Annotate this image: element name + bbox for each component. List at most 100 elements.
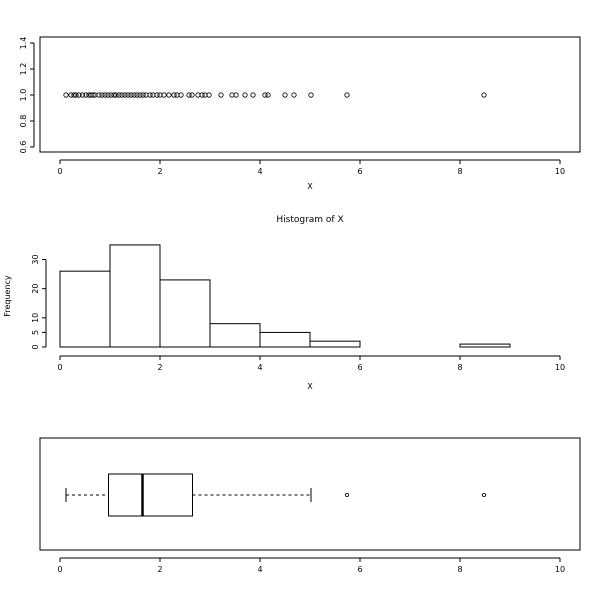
histogram-y-tick-label: 0	[31, 344, 40, 349]
stripchart-y-tick-label: 1.2	[19, 63, 28, 76]
stripchart-x-tick-label: 0	[57, 167, 62, 176]
stripchart-y-axis: 0.6 0.8 1.0 1.2 1.4	[19, 37, 35, 154]
stripchart-point	[86, 92, 92, 98]
histogram-y-tick-label: 5	[31, 330, 40, 335]
boxplot-panel: 0 2 4 6 8 10	[39, 437, 581, 574]
histogram-x-label: X	[307, 382, 313, 391]
boxplot-x-tick-label: 2	[157, 565, 162, 574]
stripchart-x-tick-label: 2	[157, 167, 162, 176]
histogram-bar	[459, 343, 511, 348]
boxplot-outlier	[481, 492, 486, 497]
stripchart-point	[125, 92, 131, 98]
histogram-y-tick-label: 30	[31, 254, 40, 264]
boxplot-x-tick-label: 4	[257, 565, 262, 574]
stripchart-point	[119, 92, 125, 98]
stripchart-points	[63, 92, 487, 98]
stripchart-point	[92, 92, 98, 98]
stripchart-point	[134, 92, 140, 98]
histogram-x-tick-label: 2	[157, 363, 162, 372]
stripchart-point	[88, 92, 94, 98]
stripchart-point	[250, 92, 256, 98]
histogram-panel: Histogram of X 0 2 4 6 8 10 0 5 10 20 30 X Freque…	[3, 215, 565, 391]
stripchart-y-tick-label: 1.0	[19, 89, 28, 102]
boxplot-x-tick-label: 0	[57, 565, 62, 574]
stripchart-point	[308, 92, 314, 98]
histogram-x-tick-label: 0	[57, 363, 62, 372]
stripchart-point	[262, 92, 268, 98]
stripchart-point	[90, 92, 96, 98]
stripchart-point	[96, 92, 102, 98]
boxplot-outlier	[344, 492, 349, 497]
stripchart-point	[154, 92, 160, 98]
stripchart-point	[178, 92, 184, 98]
boxplot-plot-frame	[39, 437, 581, 551]
stripchart-point	[161, 92, 167, 98]
stripchart-point	[291, 92, 297, 98]
stripchart-x-tick-label: 4	[257, 167, 262, 176]
stripchart-x-axis: 0 2 4 6 8 10	[57, 159, 565, 176]
histogram-y-label: Frequency	[3, 275, 12, 317]
stripchart-point	[68, 92, 74, 98]
stripchart-y-tick-label: 0.6	[19, 141, 28, 154]
stripchart-point	[282, 92, 288, 98]
stripchart-point	[73, 92, 79, 98]
stripchart-point	[131, 92, 137, 98]
histogram-y-tick-label: 10	[31, 313, 40, 323]
stripchart-x-label: X	[307, 182, 313, 191]
stripchart-y-tick-label: 0.8	[19, 115, 28, 128]
stripchart-plot-frame	[39, 36, 581, 153]
stripchart-point	[147, 92, 153, 98]
stripchart-point	[171, 92, 177, 98]
stripchart-point	[481, 92, 487, 98]
boxplot-x-tick-label: 10	[555, 565, 565, 574]
histogram-title: Histogram of X	[276, 215, 343, 225]
histogram-x-axis: 0 2 4 6 8 10	[57, 355, 565, 372]
stripchart-point	[79, 92, 86, 98]
stripchart-point	[242, 92, 248, 98]
stripchart-point	[137, 92, 143, 98]
histogram-y-axis: 0 5 10 20 30	[31, 254, 47, 350]
stripchart-point	[116, 92, 122, 98]
stripchart-point	[105, 92, 111, 98]
histogram-bar	[209, 323, 261, 348]
boxplot-glyph	[65, 473, 486, 517]
stripchart-point	[140, 92, 146, 98]
boxplot-x-axis: 0 2 4 6 8 10	[57, 557, 565, 574]
histogram-x-tick-label: 6	[357, 363, 362, 372]
histogram-bars	[59, 244, 511, 348]
stripchart-point	[63, 92, 69, 98]
stripchart-point	[122, 92, 128, 98]
histogram-x-tick-label: 10	[555, 363, 565, 372]
stripchart-point	[108, 92, 114, 98]
stripchart-point	[99, 92, 105, 98]
histogram-bar	[59, 270, 111, 348]
stripchart-point	[186, 92, 192, 98]
stripchart-point	[83, 92, 89, 98]
stripchart-point	[166, 92, 172, 98]
stripchart-point	[344, 92, 350, 98]
histogram-x-tick-label: 8	[457, 363, 462, 372]
histogram-bar	[109, 244, 161, 348]
stripchart-point	[128, 92, 134, 98]
histogram-bar	[259, 331, 311, 348]
stripchart-point	[102, 92, 108, 98]
stripchart-y-tick-label: 1.4	[19, 37, 28, 50]
histogram-bar	[309, 340, 361, 348]
stripchart-point	[111, 92, 117, 98]
histogram-y-tick-label: 20	[31, 284, 40, 294]
stripchart-point	[71, 92, 77, 98]
histogram-x-tick-label: 4	[257, 363, 262, 372]
boxplot-x-tick-label: 8	[457, 565, 462, 574]
stripchart-point	[206, 92, 212, 98]
histogram-bar	[159, 279, 211, 348]
stripchart-point	[233, 92, 239, 98]
stripchart-point	[199, 92, 205, 98]
boxplot-box	[108, 473, 193, 517]
stripchart-x-tick-label: 6	[357, 167, 362, 176]
stripchart-point	[265, 92, 271, 98]
stripchart-point	[76, 92, 82, 98]
stripchart-point	[218, 92, 224, 98]
boxplot-x-tick-label: 6	[357, 565, 362, 574]
stripchart-panel: 0 2 4 6 8 10 0.6 0.8 1.0 1.2 1.4 X	[19, 36, 581, 191]
